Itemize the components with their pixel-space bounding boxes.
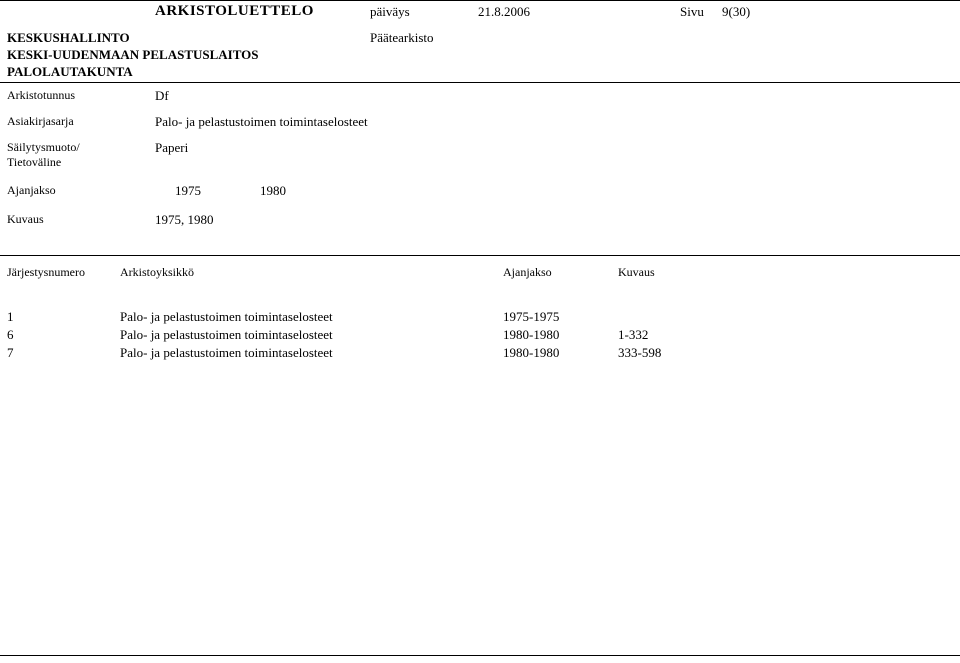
org-line-1: KESKUSHALLINTO <box>7 30 130 46</box>
archive-name: Päätearkisto <box>370 30 434 46</box>
doc-title: ARKISTOLUETTELO <box>155 3 314 20</box>
page-number: 9(30) <box>722 4 750 20</box>
table-row-unit: Palo- ja pelastustoimen toimintaselostee… <box>120 345 333 361</box>
table-row-unit: Palo- ja pelastustoimen toimintaselostee… <box>120 327 333 343</box>
divider-1 <box>0 82 960 83</box>
page: ARKISTOLUETTELO päiväys 21.8.2006 Sivu 9… <box>0 0 960 663</box>
table-row-desc: 1-332 <box>618 327 648 343</box>
col-header-period: Ajanjakso <box>503 265 552 280</box>
divider-2 <box>0 255 960 256</box>
col-header-desc: Kuvaus <box>618 265 655 280</box>
sailytysmuoto-label-1: Säilytysmuoto/ <box>7 140 80 155</box>
page-label: Sivu <box>680 4 704 20</box>
sailytysmuoto-label-2: Tietoväline <box>7 155 61 170</box>
org-line-3: PALOLAUTAKUNTA <box>7 64 133 80</box>
table-row-period: 1980-1980 <box>503 345 559 361</box>
table-row-num: 7 <box>7 345 14 361</box>
sailytysmuoto-value: Paperi <box>155 140 188 156</box>
table-row-num: 6 <box>7 327 14 343</box>
bottom-border-line <box>0 655 960 656</box>
table-row-desc: 333-598 <box>618 345 661 361</box>
ajanjakso-from: 1975 <box>175 183 201 199</box>
top-border-line <box>0 0 960 1</box>
table-row-period: 1975-1975 <box>503 309 559 325</box>
col-header-unit: Arkistoyksikkö <box>120 265 194 280</box>
table-row-num: 1 <box>7 309 14 325</box>
kuvaus-value: 1975, 1980 <box>155 212 214 228</box>
arkistotunnus-value: Df <box>155 88 169 104</box>
org-line-2: KESKI-UUDENMAAN PELASTUSLAITOS <box>7 47 259 63</box>
date-label: päiväys <box>370 4 410 20</box>
ajanjakso-to: 1980 <box>260 183 286 199</box>
table-row-period: 1980-1980 <box>503 327 559 343</box>
date-value: 21.8.2006 <box>478 4 530 20</box>
asiakirjasarja-value: Palo- ja pelastustoimen toimintaselostee… <box>155 114 368 130</box>
table-row-unit: Palo- ja pelastustoimen toimintaselostee… <box>120 309 333 325</box>
arkistotunnus-label: Arkistotunnus <box>7 88 75 103</box>
ajanjakso-label: Ajanjakso <box>7 183 56 198</box>
col-header-num: Järjestysnumero <box>7 265 85 280</box>
asiakirjasarja-label: Asiakirjasarja <box>7 114 74 129</box>
kuvaus-label: Kuvaus <box>7 212 44 227</box>
